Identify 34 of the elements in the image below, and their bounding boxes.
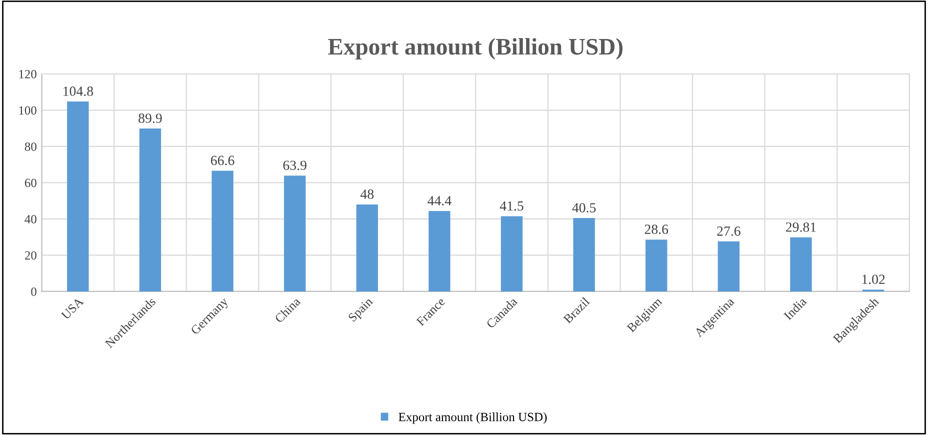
- data-label: 104.8: [64, 86, 94, 96]
- data-label: 89.9: [138, 114, 162, 123]
- data-label: 63.9: [283, 160, 306, 170]
- y-tick-label: 60: [24, 178, 36, 188]
- y-tick-label: 40: [24, 214, 36, 224]
- bar: [573, 218, 595, 292]
- bar: [139, 128, 162, 292]
- bar: [646, 240, 668, 292]
- data-label: 66.6: [210, 156, 234, 166]
- data-label: 29.81: [786, 222, 816, 232]
- y-tick-label: 20: [24, 251, 36, 260]
- legend-label: Export amount (Billion USD): [398, 412, 547, 424]
- data-label: 44.4: [428, 196, 452, 206]
- bar: [790, 237, 812, 292]
- data-label: 48: [360, 189, 374, 199]
- data-label: 28.6: [644, 224, 668, 234]
- data-label: 41.5: [500, 201, 524, 211]
- data-label: 40.5: [572, 203, 596, 213]
- y-tick-label: 100: [19, 106, 36, 115]
- x-tick-label: USA: [60, 296, 84, 320]
- bar: [718, 241, 740, 292]
- bar: [500, 216, 523, 292]
- bar: [212, 170, 234, 292]
- y-tick-label: 80: [24, 142, 36, 151]
- chart-title: Export amount (Billion USD): [328, 38, 622, 60]
- bar: [428, 210, 450, 292]
- data-label: 27.6: [717, 226, 740, 236]
- bar: [356, 204, 378, 292]
- x-tick-label: India: [783, 296, 808, 320]
- bar: [67, 102, 89, 292]
- data-label: 1.02: [862, 274, 885, 284]
- bar: [284, 176, 306, 292]
- y-tick-label: 0: [31, 287, 36, 296]
- y-tick-label: 120: [19, 70, 36, 78]
